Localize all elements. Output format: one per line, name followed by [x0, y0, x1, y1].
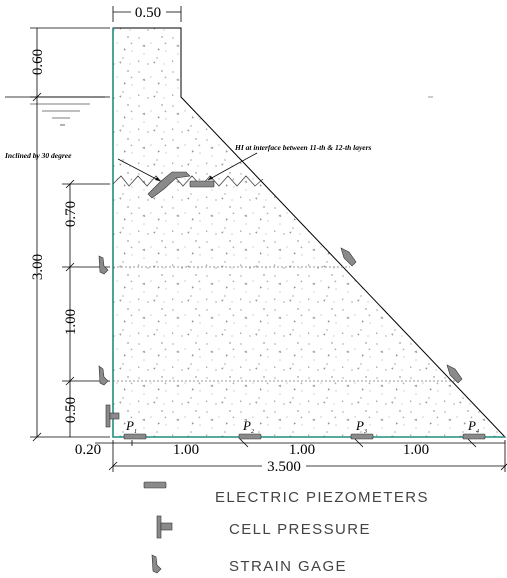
dim-base-layer-label: 0.50 — [63, 397, 79, 423]
legend-strain-gage-icon — [151, 554, 162, 574]
interface-gauge — [189, 180, 215, 188]
annotation-inclined: Inclined by 30 degree — [4, 151, 161, 182]
svg-text:HI at interface between 11-th: HI at interface between 11-th & 12-th la… — [234, 143, 372, 152]
dam-upstream-face — [112, 28, 505, 438]
dim-upper-layer-label: 0.70 — [63, 201, 79, 227]
legend-piezometer-icon — [143, 481, 167, 489]
dim-top-width: 0.50 — [112, 5, 182, 22]
svg-text:Inclined by 30 degree: Inclined by 30 degree — [4, 151, 72, 160]
strain-gage-downstream-2 — [446, 364, 463, 384]
dim-freeboard-label: 0.60 — [30, 49, 46, 75]
legend-cell-pressure-label: CELL PRESSURE — [229, 521, 371, 538]
svg-text:P2: P2 — [242, 418, 254, 435]
dim-mid-layer-label: 1.00 — [63, 309, 79, 335]
dam-body — [112, 27, 507, 438]
dim-spacing-1-label: 1.00 — [173, 442, 199, 458]
dim-bottom-chain — [95, 438, 507, 472]
strain-gage-upper — [98, 255, 109, 275]
dim-heel-offset-label: 0.20 — [75, 442, 101, 458]
piezometer-p1: P1 — [123, 418, 147, 440]
inclined-gauge — [147, 171, 191, 199]
legend-cell-pressure-icon — [156, 515, 173, 539]
piezometer-p4: P4 — [462, 418, 486, 440]
svg-text:P1: P1 — [125, 418, 137, 435]
dim-spacing-2-label: 1.00 — [289, 442, 315, 458]
legend-strain-gage-label: STRAIN GAGE — [229, 558, 347, 575]
svg-text:0.50: 0.50 — [135, 5, 161, 21]
legend-piezometer-label: ELECTRIC PIEZOMETERS — [215, 489, 429, 506]
interface-zigzag — [112, 175, 264, 187]
piezometer-p2: P2 — [238, 418, 262, 440]
legend: ELECTRIC PIEZOMETERS CELL PRESSURE STRAI… — [143, 481, 429, 575]
cell-pressure-heel — [105, 404, 120, 428]
dim-water-depth-label: 3.00 — [30, 254, 46, 280]
dim-left-chain — [30, 27, 110, 442]
svg-text:P4: P4 — [467, 418, 479, 435]
piezometer-p3: P3 — [350, 418, 374, 440]
annotation-interface: HI at interface between 11-th & 12-th la… — [207, 143, 372, 181]
dim-spacing-3-label: 1.00 — [403, 442, 429, 458]
svg-text:P3: P3 — [355, 418, 367, 435]
strain-gage-downstream-1 — [340, 247, 357, 267]
water-level-symbol — [5, 96, 433, 126]
strain-gage-lower — [98, 365, 109, 386]
dim-base-width-label: 3.500 — [267, 459, 301, 475]
